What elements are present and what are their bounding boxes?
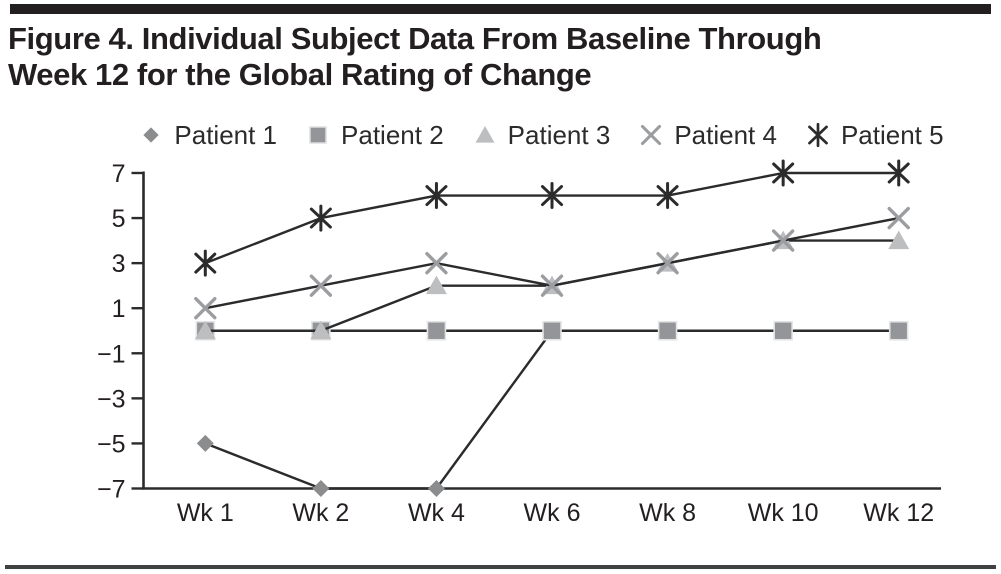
diamond-icon bbox=[143, 127, 160, 143]
series-line-patient-1 bbox=[204, 329, 899, 490]
marker-patient-5-wk4 bbox=[425, 182, 448, 210]
marker-patient-4-wk6 bbox=[540, 274, 564, 297]
asterisk-glyph bbox=[808, 122, 828, 148]
marker-patient-5-wk6 bbox=[541, 182, 564, 210]
x-tick-label: Wk 10 bbox=[748, 499, 819, 527]
y-tick-label: −5 bbox=[97, 430, 126, 458]
legend-item-patient-1: Patient 1 bbox=[137, 120, 277, 151]
y-tick-label: 7 bbox=[112, 160, 126, 188]
marker-patient-4-wk2 bbox=[309, 274, 333, 297]
marker-patient-2-wk10 bbox=[773, 320, 793, 341]
marker-patient-4-wk10 bbox=[771, 229, 795, 252]
marker-patient-5-wk8 bbox=[656, 182, 679, 210]
legend-label: Patient 3 bbox=[507, 119, 611, 150]
marker-patient-3-wk12 bbox=[888, 230, 910, 250]
marker-patient-2-wk12 bbox=[888, 320, 909, 341]
figure-title: Figure 4. Individual Subject Data From B… bbox=[8, 21, 988, 93]
marker-patient-5-wk10 bbox=[772, 159, 795, 187]
series-line-patient-4 bbox=[205, 216, 899, 310]
x-icon bbox=[641, 124, 662, 146]
square-glyph bbox=[309, 126, 327, 144]
marker-patient-4-wk12 bbox=[887, 206, 910, 230]
y-tick-label: 3 bbox=[112, 250, 126, 278]
marker-patient-1-wk4 bbox=[427, 480, 445, 497]
triangle-icon bbox=[475, 126, 495, 143]
marker-patient-1-wk1 bbox=[196, 434, 214, 452]
marker-patient-4-wk4 bbox=[425, 251, 448, 275]
marker-patient-5-wk1 bbox=[194, 249, 217, 277]
x-glyph bbox=[641, 124, 662, 146]
x-tick-label: Wk 2 bbox=[292, 499, 349, 527]
legend-label: Patient 4 bbox=[674, 119, 777, 150]
x-tick-label: Wk 8 bbox=[639, 499, 696, 527]
marker-patient-4-wk8 bbox=[656, 251, 679, 275]
legend-label: Patient 1 bbox=[174, 119, 278, 150]
y-tick-label: 5 bbox=[112, 205, 126, 233]
square-icon bbox=[309, 126, 327, 144]
legend-label: Patient 2 bbox=[341, 119, 444, 150]
triangle-glyph bbox=[475, 126, 495, 143]
y-tick-label: −1 bbox=[97, 340, 126, 368]
chart-legend: Patient 1 Patient 2 Patient 3 Patient 4 Pati… bbox=[80, 116, 1001, 154]
legend-label: Patient 5 bbox=[840, 119, 944, 150]
legend-item-patient-2: Patient 2 bbox=[304, 120, 444, 151]
x-tick-label: Wk 1 bbox=[177, 499, 234, 527]
figure-title-line-1: Figure 4. Individual Subject Data From B… bbox=[8, 21, 822, 56]
marker-patient-3-wk4 bbox=[425, 275, 447, 295]
x-tick-label: Wk 4 bbox=[408, 499, 465, 527]
marker-patient-2-wk8 bbox=[657, 320, 678, 341]
legend-item-patient-5: Patient 5 bbox=[804, 120, 944, 151]
marker-patient-1-wk2 bbox=[312, 480, 330, 497]
top-rule bbox=[10, 4, 991, 14]
y-tick-label: −7 bbox=[97, 476, 126, 504]
legend-item-patient-4: Patient 4 bbox=[637, 120, 777, 151]
marker-patient-2-wk6 bbox=[542, 320, 562, 341]
legend-item-patient-3: Patient 3 bbox=[471, 119, 611, 151]
y-tick-label: 1 bbox=[112, 295, 126, 323]
x-tick-label: Wk 6 bbox=[524, 499, 581, 527]
marker-patient-3-wk1 bbox=[194, 320, 216, 340]
y-tick-label: −3 bbox=[97, 385, 126, 413]
marker-patient-3-wk2 bbox=[310, 320, 332, 340]
diamond-glyph bbox=[143, 127, 160, 143]
marker-patient-5-wk12 bbox=[887, 159, 910, 187]
x-tick-label: Wk 12 bbox=[863, 499, 934, 527]
bottom-rule bbox=[5, 565, 996, 569]
marker-patient-4-wk1 bbox=[194, 297, 217, 320]
marker-patient-5-wk2 bbox=[309, 204, 332, 232]
figure-title-line-2: Week 12 for the Global Rating of Change bbox=[8, 57, 592, 92]
asterisk-icon bbox=[808, 122, 828, 148]
marker-patient-2-wk4 bbox=[426, 320, 447, 341]
